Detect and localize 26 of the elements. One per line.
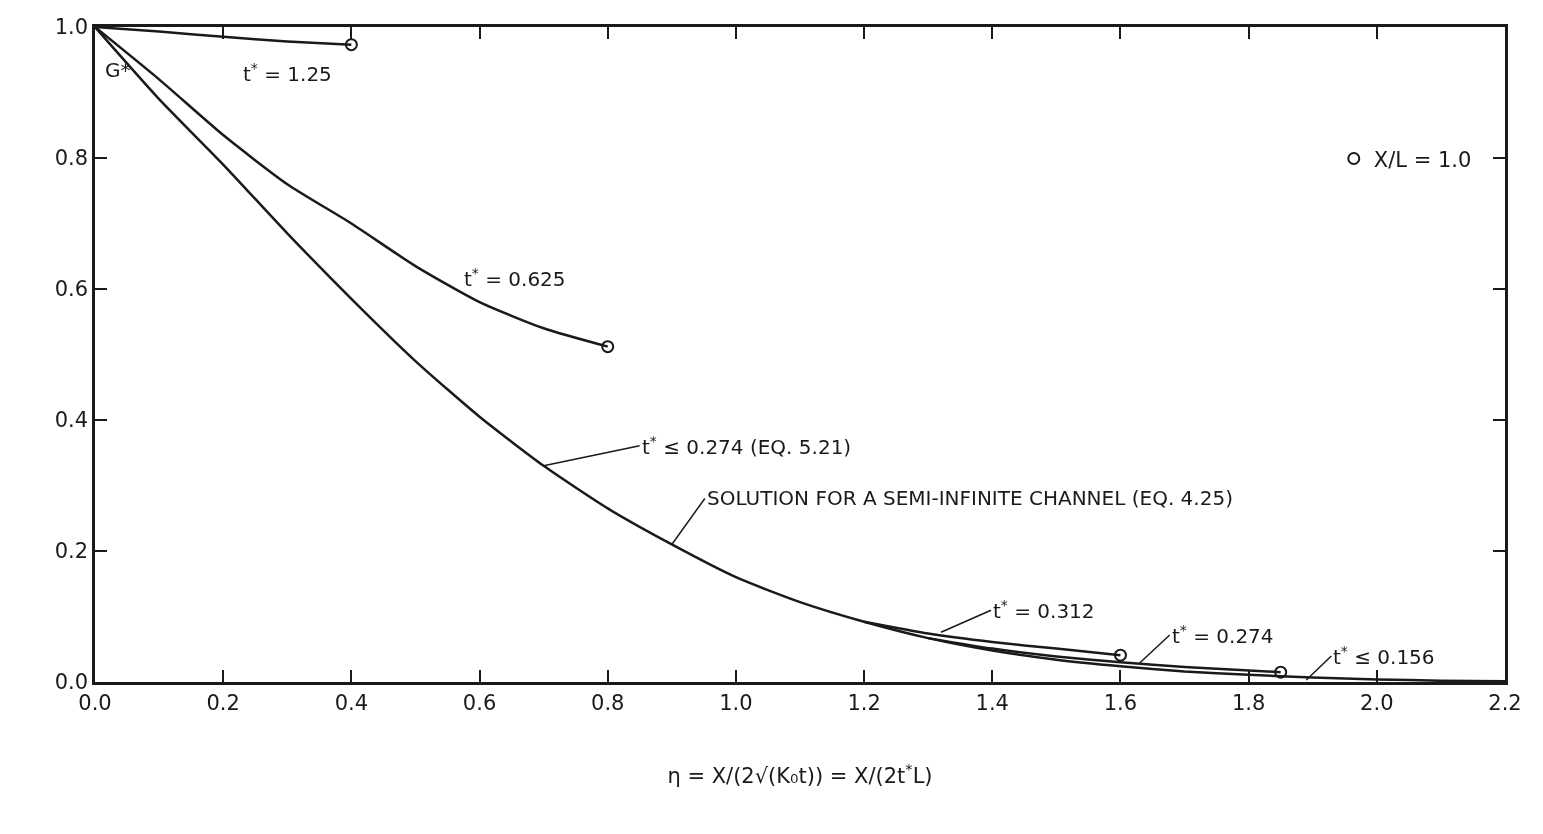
y-tick-label: 0.8 — [54, 146, 89, 171]
x-tick-label: 1.6 — [1103, 690, 1138, 715]
annotation: t$^{*}$ = 1.25 — [243, 60, 332, 87]
y-tick-label: 0.4 — [54, 408, 89, 433]
y-tick-label: 1.0 — [54, 15, 89, 40]
annotation: t$^{*}$ = 0.274 — [1172, 622, 1274, 649]
x-tick-label: 0.4 — [334, 690, 369, 715]
y-tick-label: 0.2 — [54, 539, 89, 564]
annotation: t$^{*}$ ≤ 0.156 — [1333, 643, 1435, 670]
legend-label: X/L = 1.0 — [1373, 147, 1472, 172]
annotation: t$^{*}$ = 0.312 — [993, 597, 1095, 624]
x-tick-label: 2.2 — [1488, 690, 1522, 715]
x-tick-label: 0.2 — [206, 690, 240, 715]
y-tick-label: 0.6 — [54, 277, 89, 302]
x-tick-label: 1.0 — [719, 690, 753, 715]
x-tick-label: 0.6 — [462, 690, 497, 715]
annotation: t$^{*}$ = 0.625 — [464, 265, 566, 292]
annotation: SOLUTION FOR A SEMI-INFINITE CHANNEL (EQ. 4.25) — [707, 486, 1233, 510]
x-tick-label: 0.8 — [591, 690, 625, 715]
y-axis-title: G* — [105, 58, 131, 82]
x-axis-title: η = X/(2√(K₀t)) = X/(2t$^{*}$L) — [667, 760, 933, 789]
x-tick-label: 2.0 — [1360, 690, 1394, 715]
x-tick-label: 1.2 — [847, 690, 881, 715]
x-tick-label: 1.8 — [1231, 690, 1266, 715]
x-tick-label: 1.4 — [975, 690, 1009, 715]
annotation: t$^{*}$ ≤ 0.274 (EQ. 5.21) — [642, 433, 852, 460]
